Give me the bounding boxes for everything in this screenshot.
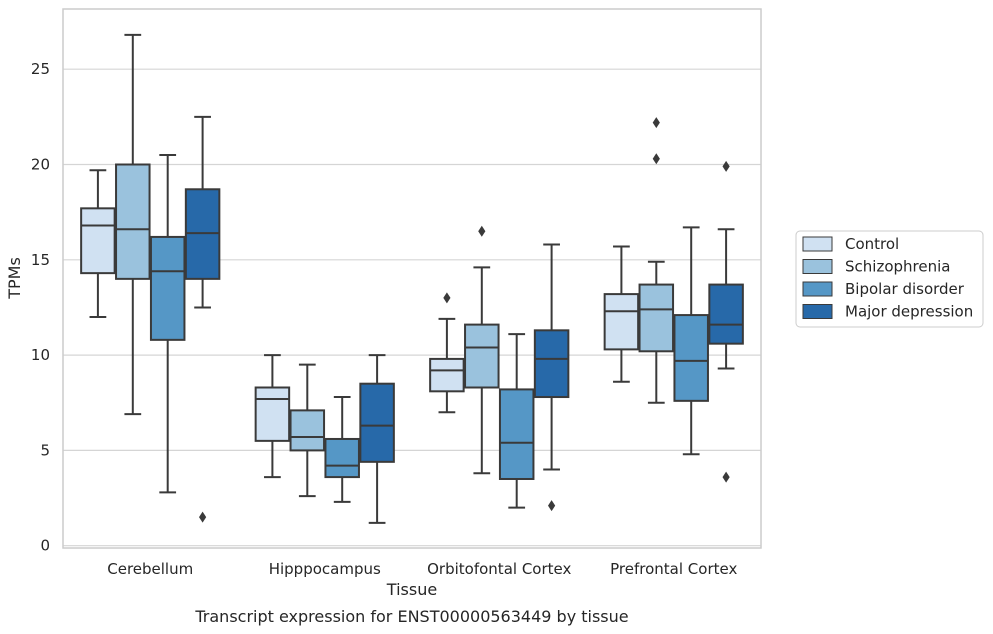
box-item xyxy=(80,169,116,318)
x-tick-label: Hipppocampus xyxy=(269,560,381,578)
box-item xyxy=(638,117,675,404)
legend-swatch xyxy=(802,304,833,319)
outlier-point xyxy=(443,292,451,304)
box-item xyxy=(184,115,221,523)
box-iqr xyxy=(149,235,186,341)
x-tick-label: Orbitofontal Cortex xyxy=(427,560,571,578)
outlier-point xyxy=(652,117,660,129)
legend: Control Schizophrenia Bipolar disorder Majo… xyxy=(795,230,984,328)
box-item xyxy=(533,243,570,512)
outlier-point xyxy=(199,511,207,523)
legend-swatch xyxy=(802,259,833,274)
y-tick-label: 25 xyxy=(31,60,50,78)
box-item xyxy=(708,160,744,483)
y-tick-label: 20 xyxy=(31,156,50,174)
y-tick-label: 15 xyxy=(31,251,50,269)
box-iqr xyxy=(80,207,116,275)
outlier-point xyxy=(722,471,730,483)
box-iqr xyxy=(359,382,395,463)
x-axis-ticks: Cerebellum Hipppocampus Orbitofontal Corte… xyxy=(107,560,737,578)
box-iqr xyxy=(498,388,535,480)
box-item xyxy=(498,333,535,509)
outlier-point xyxy=(548,500,556,512)
x-axis-title: Tissue xyxy=(386,580,437,599)
box-item xyxy=(289,363,326,498)
box-iqr xyxy=(603,293,640,351)
y-tick-label: 5 xyxy=(40,441,50,459)
legend-swatch xyxy=(802,281,833,297)
legend-swatch xyxy=(802,236,833,252)
y-axis-ticks: 0 5 10 15 20 25 xyxy=(31,60,50,555)
legend-label: Major depression xyxy=(845,303,973,321)
x-tick-label: Cerebellum xyxy=(107,560,193,578)
box-item xyxy=(115,33,151,416)
box-item xyxy=(149,153,186,494)
outlier-point xyxy=(652,153,660,165)
plot-area-frame xyxy=(62,8,762,549)
figure-caption: Transcript expression for ENST0000056344… xyxy=(194,607,628,626)
box-iqr xyxy=(289,409,326,452)
box-iqr xyxy=(115,163,151,280)
box-iqr xyxy=(673,314,709,402)
y-tick-label: 0 xyxy=(40,537,50,555)
box-groups xyxy=(80,33,744,524)
outlier-point xyxy=(478,225,486,237)
box-item xyxy=(464,225,500,475)
y-tick-label: 10 xyxy=(31,346,50,364)
box-iqr xyxy=(708,283,744,345)
legend-label: Control xyxy=(845,235,899,253)
box-iqr xyxy=(429,357,465,393)
box-item xyxy=(359,354,395,524)
box-item xyxy=(429,292,465,414)
box-iqr xyxy=(533,329,570,399)
legend-frame xyxy=(795,230,984,328)
box-item xyxy=(324,396,360,503)
box-item xyxy=(254,354,291,479)
box-iqr xyxy=(638,283,675,353)
box-iqr xyxy=(254,386,291,442)
outlier-point xyxy=(722,160,730,172)
x-tick-label: Prefrontal Cortex xyxy=(610,560,737,578)
box-item xyxy=(603,245,640,383)
y-axis-title: TPMs xyxy=(5,257,24,300)
box-item xyxy=(673,226,709,456)
legend-label: Schizophrenia xyxy=(845,258,950,276)
legend-label: Bipolar disorder xyxy=(845,280,965,298)
box-iqr xyxy=(464,323,500,389)
box-iqr xyxy=(324,437,360,479)
